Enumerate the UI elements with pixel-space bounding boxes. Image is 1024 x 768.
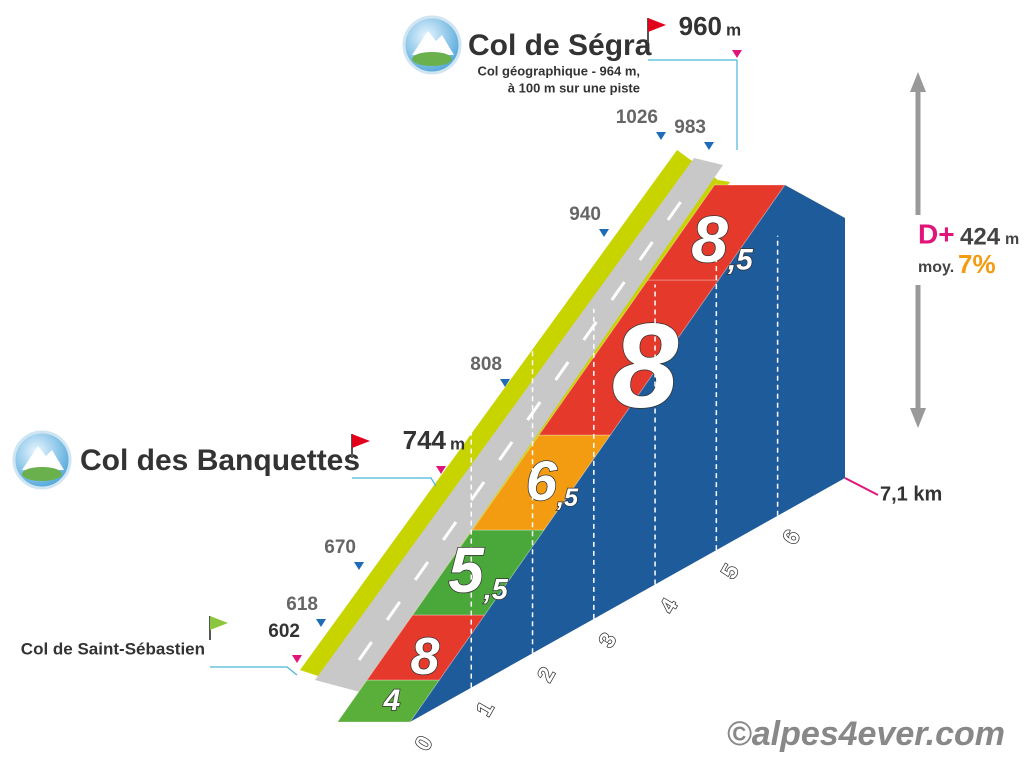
gradient-main: 6 [526,449,558,512]
pass-unit: m [726,20,741,39]
road-dash [470,481,486,501]
gradient-label: 8 [411,628,440,686]
gradient-main: 8 [612,299,679,433]
road-dash [526,401,542,421]
gain-label: D+ [918,218,955,249]
elevation-marker: 940 [569,204,601,225]
pass-pointer [436,466,446,474]
avg: 7% [958,249,996,279]
pass-icon-road [22,467,62,481]
road-dash [582,321,598,341]
gradient-sub: ,5 [727,243,753,276]
km-tick-label: 0 [410,732,438,755]
road-dash [610,281,626,301]
pass-leader [352,477,437,487]
km-tick-label: 4 [655,593,683,617]
gradient-label: 8 [612,299,679,433]
pass-pointer [292,655,302,663]
pass-pointer [732,50,742,58]
road-dash [385,601,402,621]
pass-note: Col géographique - 964 m, [477,63,640,78]
top-cap [784,185,845,218]
pass-icon-road [412,52,452,66]
km-tick-label: 6 [777,525,805,548]
marker-triangle [500,379,510,387]
marker-triangle [316,619,326,627]
pass-elevation: 960 [679,11,722,41]
blue-face [410,185,845,722]
marker-triangle [599,229,609,237]
marker-triangle [704,142,714,150]
km-tick-label: 5 [716,560,744,583]
distance: 7,1 km [880,483,942,505]
labels: D+ 424 m moy. 7% 7,1 km ©alpes4ever.com [727,72,1019,753]
marker-triangle [656,132,666,140]
arrow-head [910,408,926,428]
road-dash [498,441,514,461]
gradient-main: 8 [411,628,440,686]
gradient-label: 4 [383,684,401,717]
gradient-main: 8 [691,202,728,276]
marker-triangle [354,562,364,570]
road-dash [666,201,682,221]
gradient-sub: ,5 [556,484,579,512]
gradient-label: 6,5 [526,449,579,512]
summary-bg [900,215,1010,285]
gradient-main: 5 [448,534,485,606]
road-dash [554,361,570,381]
road-dash [638,241,654,261]
pass-name: Col de Saint-Sébastien [21,639,205,658]
pass-icon-mountain [412,31,454,55]
distance-tick [844,477,879,496]
gradient-label: 5,5 [448,534,509,606]
elevation-marker: 983 [674,117,706,138]
avg-label: moy. [918,259,954,276]
flag [648,18,666,32]
pass-name: Col des Banquettes [80,444,360,477]
credit: ©alpes4ever.com [727,715,1005,753]
gain: 424 [960,223,1001,250]
road-dash [413,561,430,581]
pass-leader [648,59,738,150]
elevation-marker: 1026 [616,107,658,128]
elevation-marker: 670 [324,537,356,558]
gradient-label: 8,5 [691,202,753,276]
gradient-main: 4 [383,684,401,717]
road-dash [442,521,458,541]
km-tick-label: 1 [471,697,499,720]
flag [352,434,370,448]
pass-icon-mountain [22,446,64,470]
pass-elevation: 602 [268,621,300,642]
pass-unit: m [450,434,465,453]
km-tick-label: 2 [532,663,560,686]
arrow-head [910,72,926,92]
elevation-marker: 808 [470,354,502,375]
flag [210,616,228,630]
km-tick-label: 3 [593,629,621,652]
road-dash [357,641,373,661]
gradient-sub: ,5 [483,574,509,606]
gain-unit: m [1005,231,1019,248]
pass-name: Col de Ségra [468,29,652,62]
pass-elevation: 744 [403,425,447,455]
pass-leader [210,666,298,676]
pass-note: à 100 m sur une piste [508,80,640,95]
road [315,158,724,692]
elevation-marker: 618 [286,594,318,615]
